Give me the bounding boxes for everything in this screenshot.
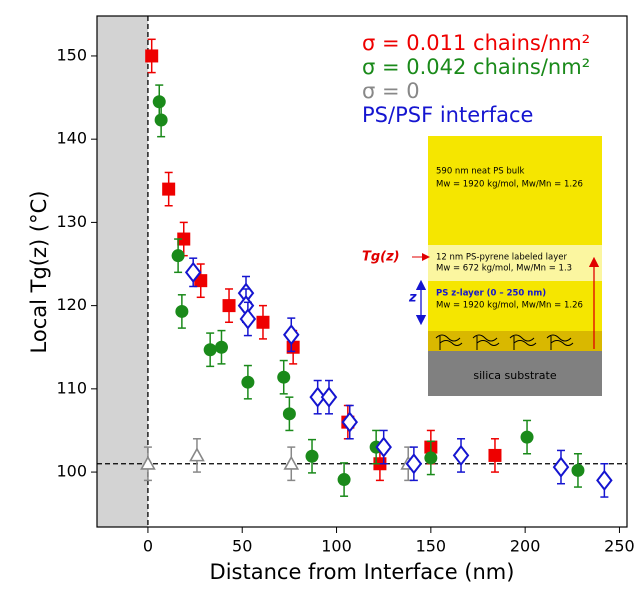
point — [184, 261, 202, 283]
zlayer-label: PS z-layer (0 – 250 nm) — [436, 289, 546, 299]
point — [239, 308, 257, 330]
substrate — [428, 351, 602, 396]
legend-entry: σ = 0 — [362, 79, 420, 103]
point — [140, 455, 156, 470]
point — [286, 340, 300, 354]
point — [571, 463, 585, 477]
point — [424, 451, 438, 465]
zlayer-props: Mw = 1920 kg/mol, Mw/Mn = 1.26 — [436, 301, 583, 311]
substrate-label: silica substrate — [473, 369, 556, 382]
y-axis-label: Local Tg(z) (°C) — [27, 191, 51, 354]
point — [162, 182, 176, 196]
point — [222, 299, 236, 313]
point — [152, 95, 166, 109]
legend-entry: PS/PSF interface — [362, 103, 533, 127]
x-tick-label: 150 — [416, 537, 447, 556]
bulk-props: Mw = 1920 kg/mol, Mw/Mn = 1.26 — [436, 180, 583, 190]
y-tick-label: 100 — [56, 462, 87, 481]
point — [283, 455, 300, 470]
plot-area: 0 50 100 150 200 250 100 110 120 130 140 150 σ = 0.0… — [56, 15, 635, 556]
x-tick-label: 50 — [232, 537, 252, 556]
plot-frame — [96, 15, 628, 528]
point — [277, 370, 291, 384]
point — [488, 448, 502, 462]
pyrene-props: Mw = 672 kg/mol, Mw/Mn = 1.3 — [436, 264, 572, 274]
point — [305, 449, 319, 463]
legend-entry: σ = 0.011 chains/nm² — [362, 31, 590, 55]
point — [241, 375, 255, 389]
pyrene-label: 12 nm PS-pyrene labeled layer — [436, 253, 567, 263]
chain-icons — [435, 334, 574, 350]
point — [375, 436, 392, 458]
bulk-label: 590 nm neat PS bulk — [436, 167, 525, 177]
point — [256, 315, 270, 329]
point — [337, 473, 351, 487]
y-tick-label: 110 — [56, 378, 87, 397]
point — [171, 249, 185, 263]
tg-label: Tg(z) — [362, 250, 400, 265]
x-tick-label: 250 — [604, 537, 635, 556]
point — [154, 113, 168, 127]
x-tick-label: 0 — [143, 537, 153, 556]
point — [282, 407, 296, 421]
x-axis-label: Distance from Interface (nm) — [210, 560, 515, 584]
x-tick-label: 100 — [321, 537, 352, 556]
y-tick-label: 140 — [56, 129, 87, 148]
x-tick-label: 200 — [510, 537, 541, 556]
z-label: z — [408, 291, 417, 306]
point — [552, 456, 570, 478]
z-layer — [428, 281, 602, 331]
pyrene-layer — [428, 245, 602, 281]
point — [214, 340, 228, 354]
y-tick-label: 120 — [56, 295, 87, 314]
substrate-shade — [97, 16, 148, 527]
point — [341, 411, 359, 433]
point — [320, 386, 338, 408]
point — [309, 386, 326, 408]
point — [145, 49, 159, 63]
point — [175, 304, 189, 318]
point — [596, 469, 613, 492]
point — [203, 343, 217, 357]
point — [520, 430, 534, 444]
y-tick-label: 130 — [56, 212, 87, 231]
legend-entry: σ = 0.042 chains/nm² — [362, 55, 590, 79]
point — [189, 447, 205, 462]
grafted-layer — [428, 331, 602, 351]
bulk-layer — [428, 136, 602, 245]
point — [177, 232, 191, 246]
point — [283, 324, 300, 346]
y-tick-label: 150 — [56, 45, 87, 64]
point — [452, 444, 470, 467]
point — [405, 453, 423, 475]
inset-diagram: 590 nm neat PS bulk Mw = 1920 kg/mol, Mw… — [362, 136, 602, 396]
